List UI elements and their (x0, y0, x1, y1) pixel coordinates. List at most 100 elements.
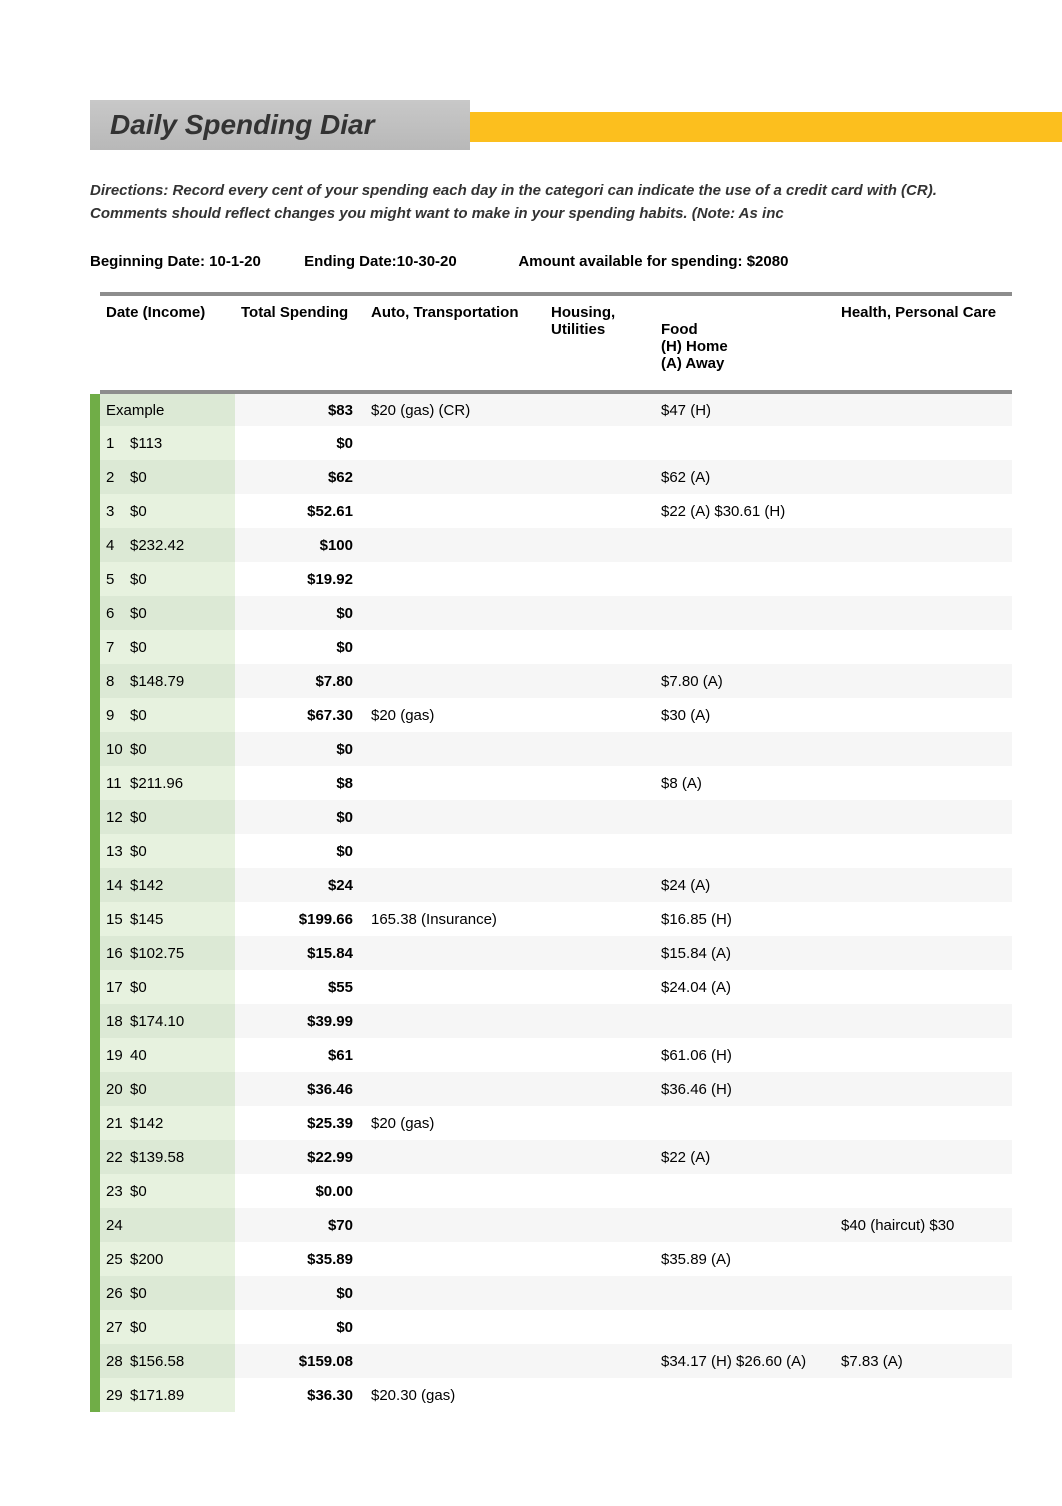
cell-auto (365, 1276, 545, 1310)
cell-date: 27$0 (95, 1310, 235, 1344)
cell-housing (545, 1310, 655, 1344)
cell-auto (365, 494, 545, 528)
cell-food: $35.89 (A) (655, 1242, 835, 1276)
cell-auto: 165.38 (Insurance) (365, 902, 545, 936)
cell-food: $8 (A) (655, 766, 835, 800)
cell-food (655, 1004, 835, 1038)
table-row: 24$70$40 (haircut) $30 (95, 1208, 1012, 1242)
table-row: 22$139.58$22.99$22 (A) (95, 1140, 1012, 1174)
cell-housing (545, 732, 655, 766)
cell-auto (365, 970, 545, 1004)
col-header-date-text: Date (Income) (106, 304, 205, 321)
cell-food: $36.46 (H) (655, 1072, 835, 1106)
cell-health (835, 596, 1012, 630)
cell-food: $30 (A) (655, 698, 835, 732)
table-row: 8$148.79$7.80$7.80 (A) (95, 664, 1012, 698)
cell-health (835, 766, 1012, 800)
cell-health (835, 1174, 1012, 1208)
cell-auto (365, 1038, 545, 1072)
cell-auto (365, 732, 545, 766)
cell-auto (365, 528, 545, 562)
cell-food (655, 1174, 835, 1208)
cell-food: $24.04 (A) (655, 970, 835, 1004)
cell-total: $159.08 (235, 1344, 365, 1378)
cell-housing (545, 528, 655, 562)
cell-housing (545, 1038, 655, 1072)
cell-health (835, 902, 1012, 936)
table-row: 29$171.89$36.30$20.30 (gas) (95, 1378, 1012, 1412)
table-row: 7$0$0 (95, 630, 1012, 664)
cell-food: $22 (A) $30.61 (H) (655, 494, 835, 528)
col-header-auto: Auto, Transportation (365, 294, 545, 392)
table-row: 21$142$25.39$20 (gas) (95, 1106, 1012, 1140)
cell-auto: $20.30 (gas) (365, 1378, 545, 1412)
cell-health (835, 664, 1012, 698)
col-header-housing-text: Housing, Utilities (551, 304, 615, 338)
cell-date: 17$0 (95, 970, 235, 1004)
cell-total: $0 (235, 1310, 365, 1344)
cell-housing (545, 630, 655, 664)
cell-food (655, 1310, 835, 1344)
cell-total: $0.00 (235, 1174, 365, 1208)
cell-total: $19.92 (235, 562, 365, 596)
col-header-health-text: Health, Personal Care (841, 304, 996, 321)
cell-total: $62 (235, 460, 365, 494)
cell-housing (545, 936, 655, 970)
cell-auto (365, 1242, 545, 1276)
cell-auto (365, 1208, 545, 1242)
cell-date: 25$200 (95, 1242, 235, 1276)
cell-health (835, 1310, 1012, 1344)
spending-table: Date (Income) Total Spending Auto, Trans… (90, 292, 1012, 1412)
cell-food: $34.17 (H) $26.60 (A) (655, 1344, 835, 1378)
table-row: 16$102.75$15.84$15.84 (A) (95, 936, 1012, 970)
cell-total: $22.99 (235, 1140, 365, 1174)
cell-auto (365, 834, 545, 868)
cell-housing (545, 494, 655, 528)
cell-food: $62 (A) (655, 460, 835, 494)
cell-housing (545, 596, 655, 630)
cell-health (835, 698, 1012, 732)
cell-housing (545, 1106, 655, 1140)
cell-total: $0 (235, 596, 365, 630)
cell-health (835, 392, 1012, 426)
table-row: 23$0$0.00 (95, 1174, 1012, 1208)
cell-auto (365, 426, 545, 460)
cell-food (655, 562, 835, 596)
title-banner: Daily Spending Diar (90, 100, 1012, 150)
cell-housing (545, 664, 655, 698)
cell-health (835, 1242, 1012, 1276)
cell-auto (365, 1174, 545, 1208)
ending-date: Ending Date:10-30-20 (304, 253, 514, 270)
cell-housing (545, 698, 655, 732)
cell-total: $15.84 (235, 936, 365, 970)
cell-date: 3$0 (95, 494, 235, 528)
cell-food: $47 (H) (655, 392, 835, 426)
cell-auto (365, 936, 545, 970)
cell-health (835, 936, 1012, 970)
cell-food: $24 (A) (655, 868, 835, 902)
cell-total: $0 (235, 834, 365, 868)
cell-housing (545, 1378, 655, 1412)
cell-date: 15$145 (95, 902, 235, 936)
cell-auto (365, 1004, 545, 1038)
cell-food: $7.80 (A) (655, 664, 835, 698)
table-row: 9$0$67.30$20 (gas)$30 (A) (95, 698, 1012, 732)
table-row: 3$0$52.61$22 (A) $30.61 (H) (95, 494, 1012, 528)
cell-auto (365, 664, 545, 698)
table-row: Example$83$20 (gas) (CR)$47 (H) (95, 392, 1012, 426)
cell-health (835, 562, 1012, 596)
cell-auto (365, 1140, 545, 1174)
beginning-date: Beginning Date: 10-1-20 (90, 253, 300, 270)
cell-auto (365, 1344, 545, 1378)
cell-date: 13$0 (95, 834, 235, 868)
table-row: 28$156.58$159.08$34.17 (H) $26.60 (A)$7.… (95, 1344, 1012, 1378)
cell-housing (545, 1276, 655, 1310)
cell-health (835, 800, 1012, 834)
cell-health (835, 1140, 1012, 1174)
cell-date: 10$0 (95, 732, 235, 766)
cell-food (655, 834, 835, 868)
cell-health (835, 528, 1012, 562)
cell-housing (545, 1004, 655, 1038)
cell-auto (365, 766, 545, 800)
cell-date: Example (95, 392, 235, 426)
